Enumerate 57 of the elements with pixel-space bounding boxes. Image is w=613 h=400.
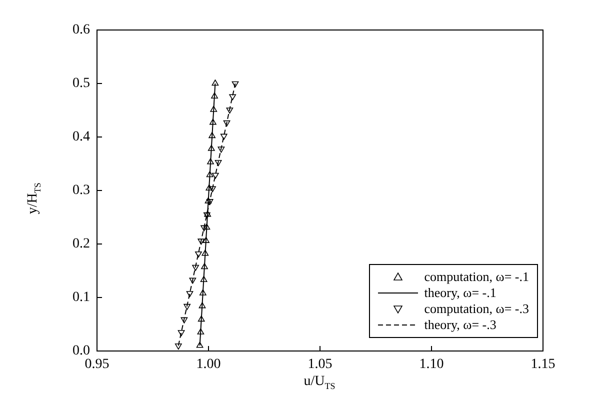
point [212,172,219,179]
point [210,106,218,112]
y-tick-label: 0.1 [72,290,90,306]
point [220,134,228,140]
point [200,276,208,282]
legend-label: theory, ω= -.1 [424,285,496,301]
point [206,199,214,206]
point [196,342,204,348]
point [208,144,215,151]
y-tick-label: 0.0 [72,344,90,359]
x-tick-label: 1.10 [419,357,444,372]
point [208,132,216,138]
point [229,94,236,100]
y-tick-label: 0.2 [72,236,90,252]
point [184,304,191,310]
point [223,120,230,126]
point [189,278,196,284]
point [180,317,188,324]
point [204,197,212,204]
point [201,263,208,270]
point [209,186,216,192]
point [202,236,210,243]
point [207,158,214,164]
y-tick-label: 0.6 [72,22,90,38]
legend-label: computation, ω= -.3 [424,301,529,317]
point [195,251,202,258]
point [214,160,222,166]
point [232,81,239,88]
x-tick-label: 1.00 [196,357,221,372]
point [200,225,208,232]
point [211,92,218,98]
point [218,146,225,153]
point [197,328,204,334]
x-tick-label: 1.15 [530,357,556,372]
point [192,264,199,271]
x-axis-title: u/U$_{TS}$ [302,374,336,391]
point [186,291,194,298]
point [203,224,210,230]
point [198,302,206,308]
y-tick-label: 0.3 [72,183,90,198]
legend-label: computation, ω= -.1 [424,269,529,285]
point [226,108,234,114]
point [206,171,214,178]
point [212,80,219,86]
point [178,330,185,336]
point [202,250,209,256]
point [199,289,206,296]
point [174,344,182,350]
point [198,238,205,245]
y-tick-label: 0.5 [72,76,90,92]
y-tick-label: 0.4 [72,130,90,145]
legend-label: theory, ω= -.3 [424,317,496,333]
x-tick-label: 1.05 [308,357,332,372]
x-tick-label: 0.95 [84,357,110,372]
point [198,316,205,322]
point [210,118,216,125]
point [206,184,213,191]
